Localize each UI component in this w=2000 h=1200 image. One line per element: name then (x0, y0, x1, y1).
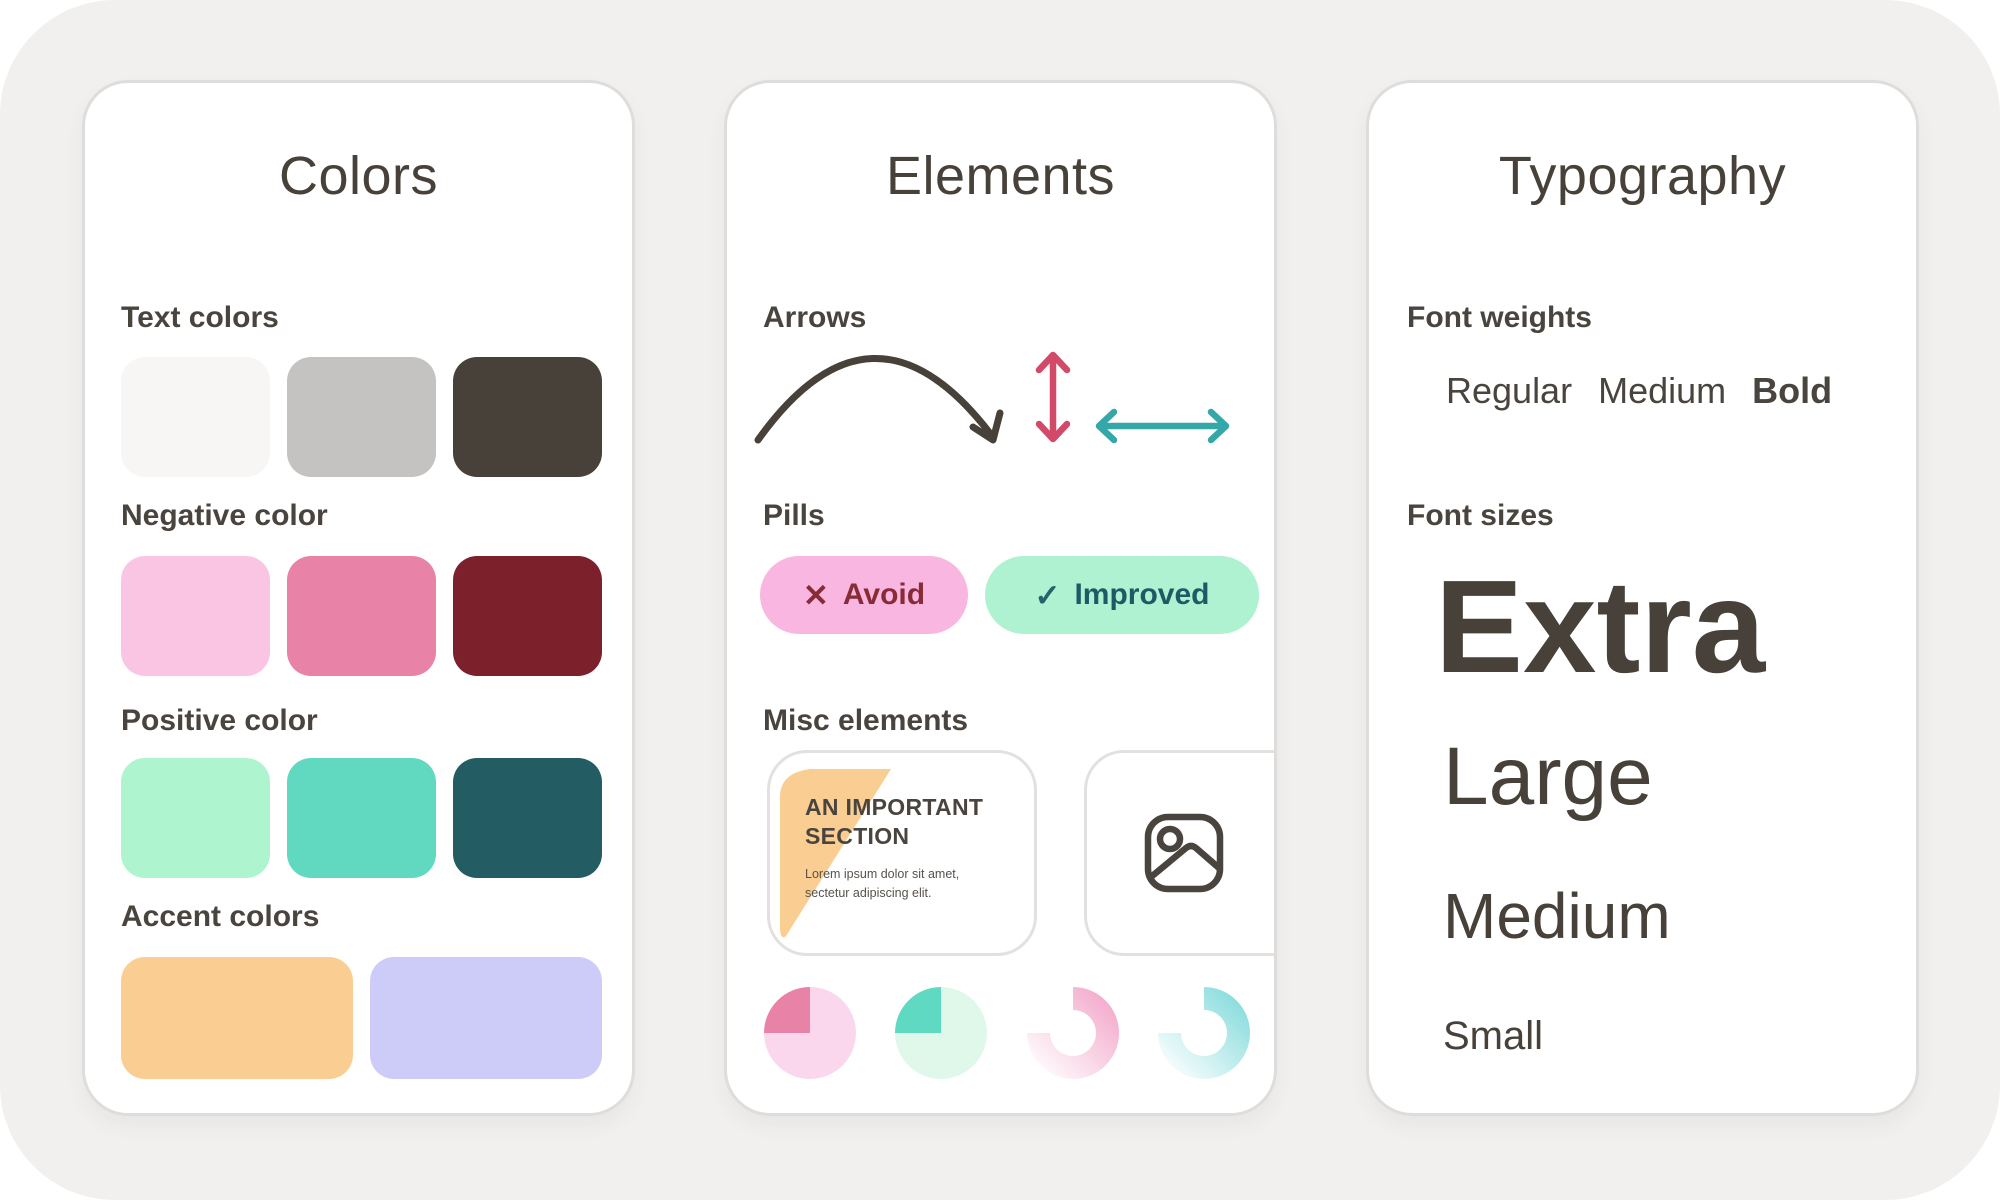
weight-medium: Medium (1598, 370, 1727, 411)
accent-colors-label: Accent colors (121, 900, 320, 933)
colors-card: Colors Text colors Negative color Positi… (82, 80, 635, 1116)
color-swatch (453, 758, 602, 878)
color-swatch (287, 758, 436, 878)
font-weights-row: Regular Medium Bold (1446, 373, 1832, 409)
colors-card-title: Colors (278, 146, 439, 206)
color-swatch (121, 758, 270, 878)
important-section-heading: AN IMPORTANT SECTION (805, 794, 984, 849)
horizontal-arrow-left-head-icon (1095, 408, 1118, 444)
pie-chart-decoration (895, 987, 987, 1079)
curved-arrow-head-icon (969, 409, 1004, 444)
vertical-arrow-bottom-head-icon (1035, 420, 1071, 443)
image-icon (1144, 813, 1224, 893)
pie-chart-decoration (764, 987, 856, 1079)
size-specimen-large: Large (1443, 731, 1653, 822)
positive-color-label: Positive color (121, 704, 318, 737)
avoid-pill-label: Avoid (842, 578, 926, 611)
vertical-arrow-top-head-icon (1035, 351, 1071, 374)
curved-arrow-icon (754, 355, 993, 444)
text-colors-label: Text colors (121, 301, 279, 334)
color-swatch (453, 556, 602, 676)
improved-pill-label: Improved (1074, 578, 1210, 611)
donut-chart-decoration (1027, 987, 1119, 1079)
arrows-label: Arrows (763, 301, 867, 334)
negative-color-swatch-row (121, 556, 602, 676)
weight-bold: Bold (1752, 370, 1833, 411)
color-swatch (121, 357, 270, 477)
corner-wedge-shape (780, 769, 891, 938)
size-specimen-medium: Medium (1443, 880, 1671, 952)
typography-card: Typography Font weights Regular Medium B… (1366, 80, 1919, 1116)
text-colors-swatch-row (121, 357, 602, 477)
size-specimen-extra: Extra (1435, 553, 1766, 700)
negative-color-label: Negative color (121, 499, 328, 532)
color-swatch (370, 957, 602, 1079)
font-weights-label: Font weights (1407, 301, 1592, 334)
horizontal-arrow-right-head-icon (1207, 408, 1230, 444)
donut-chart-decoration (1158, 987, 1250, 1079)
positive-color-swatch-row (121, 758, 602, 878)
improved-pill: ✓ Improved (985, 556, 1259, 634)
elements-card-title: Elements (885, 146, 1116, 206)
color-swatch (121, 957, 353, 1079)
arrows-graphic (754, 351, 1230, 444)
weight-regular: Regular (1446, 370, 1573, 411)
important-section-card: AN IMPORTANT SECTION Lorem ipsum dolor s… (767, 750, 1037, 956)
color-swatch (121, 556, 270, 676)
check-icon: ✓ (1034, 577, 1061, 613)
pills-label: Pills (763, 499, 825, 532)
x-icon: ✕ (802, 577, 829, 613)
image-placeholder-card (1084, 750, 1274, 956)
color-swatch (287, 357, 436, 477)
elements-card: Elements Arrows Pills ✕ Avoid ✓ Improved… (724, 80, 1277, 1116)
misc-elements-label: Misc elements (763, 704, 969, 737)
avoid-pill: ✕ Avoid (760, 556, 968, 634)
color-swatch (453, 357, 602, 477)
size-specimen-small: Small (1443, 1014, 1544, 1058)
important-section-body: Lorem ipsum dolor sit amet, sectetur adi… (805, 867, 960, 900)
color-swatch (287, 556, 436, 676)
typography-card-title: Typography (1498, 146, 1787, 206)
accent-colors-swatch-row (121, 957, 602, 1079)
font-sizes-label: Font sizes (1407, 499, 1554, 532)
